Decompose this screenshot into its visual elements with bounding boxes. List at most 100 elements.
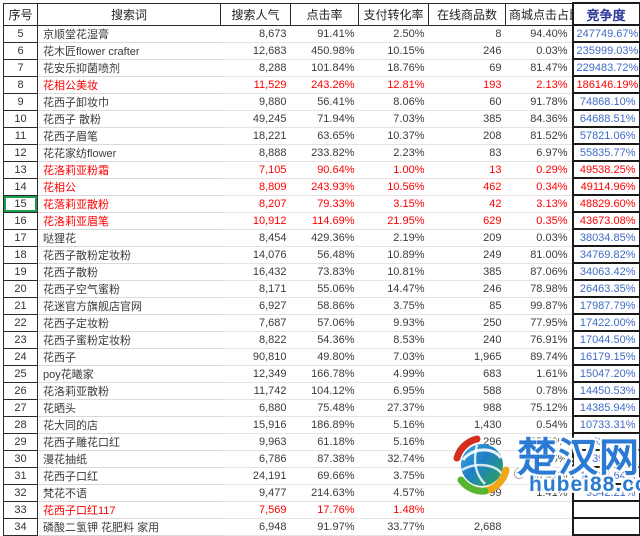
search-term-cell[interactable]: 花西子卸妆巾 xyxy=(37,93,221,111)
cvr-cell[interactable]: 32.74% xyxy=(358,450,429,468)
search-term-cell[interactable]: 花西子空气蜜粉 xyxy=(37,280,221,298)
competition-cell[interactable]: 186146.19% xyxy=(571,75,640,94)
competition-cell[interactable]: 10625.70% xyxy=(571,432,640,451)
row-index-cell[interactable]: 25 xyxy=(3,365,38,383)
mall-click-share-cell[interactable]: 89.74% xyxy=(505,348,573,366)
row-index-cell[interactable]: 18 xyxy=(3,246,38,264)
search-term-cell[interactable]: 花洛莉亚眉笔 xyxy=(37,212,221,230)
ctr-cell[interactable]: 101.84% xyxy=(290,59,359,77)
ctr-cell[interactable]: 71.94% xyxy=(290,110,359,128)
row-index-cell[interactable]: 19 xyxy=(3,263,38,281)
products-cell[interactable]: 42 xyxy=(428,195,506,213)
competition-cell[interactable]: 57821.06% xyxy=(571,126,640,145)
search-term-cell[interactable]: 花洛莉亚粉霜 xyxy=(37,161,221,179)
cvr-cell[interactable]: 5.16% xyxy=(358,416,429,434)
row-index-cell[interactable]: 34 xyxy=(3,518,38,536)
popularity-cell[interactable]: 8,454 xyxy=(220,229,291,247)
cvr-cell[interactable]: 12.81% xyxy=(358,76,429,94)
row-index-cell[interactable]: 6 xyxy=(3,42,38,60)
row-index-cell[interactable]: 21 xyxy=(3,297,38,315)
search-term-cell[interactable]: 花西子眉笔 xyxy=(37,127,221,145)
row-index-cell[interactable]: 15 xyxy=(3,195,38,213)
ctr-cell[interactable]: 186.89% xyxy=(290,416,359,434)
cvr-cell[interactable]: 3.15% xyxy=(358,195,429,213)
mall-click-share-cell[interactable]: 0.34% xyxy=(505,178,573,196)
cvr-cell[interactable]: 27.37% xyxy=(358,399,429,417)
popularity-cell[interactable]: 16,432 xyxy=(220,263,291,281)
competition-cell[interactable]: 10398.25% xyxy=(571,449,640,468)
search-term-cell[interactable]: 花晒头 xyxy=(37,399,221,417)
row-index-cell[interactable]: 33 xyxy=(3,501,38,519)
row-index-cell[interactable]: 11 xyxy=(3,127,38,145)
mall-click-share-cell[interactable]: 0.03% xyxy=(505,229,573,247)
competition-cell[interactable]: 235999.03% xyxy=(571,41,640,60)
products-cell[interactable]: 462 xyxy=(428,178,506,196)
cvr-cell[interactable]: 14.47% xyxy=(358,280,429,298)
cvr-cell[interactable]: 5.16% xyxy=(358,433,429,451)
competition-cell[interactable]: 34769.82% xyxy=(571,245,640,264)
products-cell[interactable]: 193 xyxy=(428,76,506,94)
row-index-cell[interactable]: 32 xyxy=(3,484,38,502)
search-term-cell[interactable]: 花落莉亚散粉 xyxy=(37,195,221,213)
row-index-cell[interactable]: 17 xyxy=(3,229,38,247)
popularity-cell[interactable]: 11,742 xyxy=(220,382,291,400)
cvr-cell[interactable]: 4.57% xyxy=(358,484,429,502)
cvr-cell[interactable]: 2.23% xyxy=(358,144,429,162)
popularity-cell[interactable]: 8,888 xyxy=(220,144,291,162)
products-cell[interactable]: 246 xyxy=(428,280,506,298)
popularity-cell[interactable]: 8,171 xyxy=(220,280,291,298)
search-term-cell[interactable]: 花西子散粉 xyxy=(37,263,221,281)
popularity-cell[interactable]: 15,916 xyxy=(220,416,291,434)
search-term-cell[interactable]: 花相公 xyxy=(37,178,221,196)
cvr-cell[interactable]: 3.75% xyxy=(358,297,429,315)
ctr-cell[interactable]: 58.86% xyxy=(290,297,359,315)
ctr-cell[interactable]: 69.66% xyxy=(290,467,359,485)
search-term-cell[interactable]: 梵花不语 xyxy=(37,484,221,502)
competition-cell[interactable]: 49114.96% xyxy=(571,177,640,196)
products-cell[interactable] xyxy=(428,501,506,519)
competition-cell[interactable]: 247749.67% xyxy=(571,24,640,43)
competition-cell[interactable]: 229483.72% xyxy=(571,58,640,77)
row-index-cell[interactable]: 26 xyxy=(3,382,38,400)
ctr-cell[interactable]: 73.83% xyxy=(290,263,359,281)
ctr-cell[interactable]: 75.48% xyxy=(290,399,359,417)
competition-cell[interactable]: 26463.35% xyxy=(571,279,640,298)
column-header-mall-click-share[interactable]: 商城点击占比 xyxy=(505,2,573,26)
competition-cell[interactable]: 17987.79% xyxy=(571,296,640,315)
cvr-cell[interactable]: 8.06% xyxy=(358,93,429,111)
competition-cell[interactable]: 64688.51% xyxy=(571,109,640,128)
cvr-cell[interactable]: 1.48% xyxy=(358,501,429,519)
search-term-cell[interactable]: 花花家纺flower xyxy=(37,144,221,162)
mall-click-share-cell[interactable]: 1.61% xyxy=(505,365,573,383)
mall-click-share-cell[interactable]: 94.40% xyxy=(505,25,573,43)
column-header-index[interactable]: 序号 xyxy=(3,2,38,26)
popularity-cell[interactable]: 8,809 xyxy=(220,178,291,196)
cvr-cell[interactable]: 7.03% xyxy=(358,348,429,366)
mall-click-share-cell[interactable]: 76.91% xyxy=(505,331,573,349)
mall-click-share-cell[interactable]: 84.36% xyxy=(505,110,573,128)
popularity-cell[interactable]: 11,529 xyxy=(220,76,291,94)
ctr-cell[interactable]: 104.12% xyxy=(290,382,359,400)
mall-click-share-cell[interactable]: 0.35% xyxy=(505,212,573,230)
mall-click-share-cell[interactable]: 81.00% xyxy=(505,246,573,264)
mall-click-share-cell[interactable]: 78.98% xyxy=(505,280,573,298)
cvr-cell[interactable]: 10.89% xyxy=(358,246,429,264)
competition-cell[interactable]: 15047.20% xyxy=(571,364,640,383)
mall-click-share-cell[interactable] xyxy=(505,518,573,536)
column-header-search-term[interactable]: 搜索词 xyxy=(37,2,221,26)
mall-click-share-cell[interactable]: 0.54% xyxy=(505,416,573,434)
ctr-cell[interactable]: 429.36% xyxy=(290,229,359,247)
search-term-cell[interactable]: 花西子 xyxy=(37,348,221,366)
ctr-cell[interactable]: 56.41% xyxy=(290,93,359,111)
search-term-cell[interactable]: 花洛莉亚散粉 xyxy=(37,382,221,400)
mall-click-share-cell[interactable]: 81.47% xyxy=(505,59,573,77)
search-term-cell[interactable]: 花木匠flower crafter xyxy=(37,42,221,60)
search-term-cell[interactable]: poy花曦家 xyxy=(37,365,221,383)
competition-cell[interactable]: 10325.64% xyxy=(571,466,640,485)
cvr-cell[interactable]: 18.76% xyxy=(358,59,429,77)
competition-cell[interactable]: 17422.00% xyxy=(571,313,640,332)
products-cell[interactable]: 385 xyxy=(428,110,506,128)
row-index-cell[interactable]: 22 xyxy=(3,314,38,332)
ctr-cell[interactable]: 91.41% xyxy=(290,25,359,43)
products-cell[interactable]: 629 xyxy=(428,212,506,230)
